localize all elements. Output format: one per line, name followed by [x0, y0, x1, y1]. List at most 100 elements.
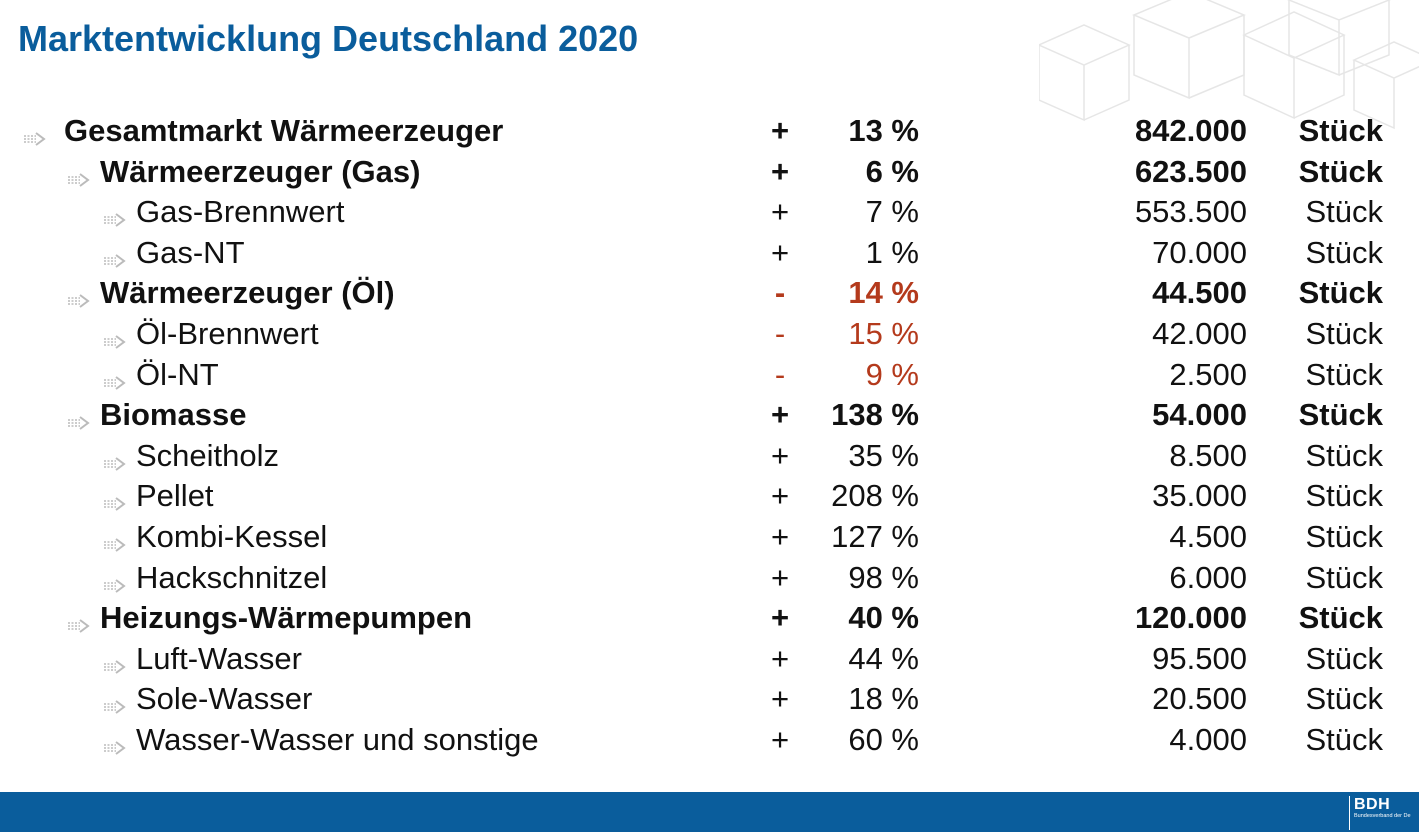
unit-count: 54.000	[1152, 397, 1247, 433]
row-label: Gas-Brennwert	[136, 194, 345, 230]
table-row: Biomasse +138 % 54.000 Stück	[0, 395, 1419, 436]
unit-label: Stück	[1305, 437, 1383, 473]
change-percent: 15 %	[848, 315, 919, 351]
bullet-arrow-icon	[102, 486, 128, 512]
row-label: Scheitholz	[136, 437, 280, 473]
row-label: Pellet	[136, 478, 214, 514]
unit-label: Stück	[1305, 356, 1383, 392]
row-label: Biomasse	[100, 397, 247, 433]
change-sign: +	[770, 681, 790, 717]
row-label: Wärmeerzeuger (Gas)	[100, 153, 421, 189]
unit-label: Stück	[1305, 315, 1383, 351]
change-sign: -	[774, 356, 786, 392]
table-row: Heizungs-Wärmepumpen +40 % 120.000 Stück	[0, 598, 1419, 639]
unit-label: Stück	[1305, 194, 1383, 230]
unit-label: Stück	[1298, 113, 1383, 148]
change-sign: -	[774, 315, 786, 351]
row-label: Kombi-Kessel	[136, 518, 328, 554]
change-sign: +	[770, 518, 790, 554]
table-row: Scheitholz +35 % 8.500 Stück	[0, 436, 1419, 477]
table-row: Kombi-Kessel +127 % 4.500 Stück	[0, 517, 1419, 558]
unit-count: 20.500	[1152, 681, 1247, 717]
change-sign: +	[770, 113, 790, 148]
unit-count: 35.000	[1152, 478, 1247, 514]
unit-count: 842.000	[1134, 113, 1247, 148]
unit-label: Stück	[1298, 153, 1383, 189]
bullet-arrow-icon	[66, 283, 92, 309]
unit-count: 95.500	[1152, 640, 1247, 676]
table-row: Wärmeerzeuger (Öl) - 14 % 44.500 Stück	[0, 273, 1419, 314]
unit-count: 6.000	[1169, 559, 1247, 595]
row-label: Öl-Brennwert	[136, 315, 319, 351]
change-percent: 9 %	[865, 356, 919, 392]
unit-count: 44.500	[1152, 275, 1247, 311]
unit-label: Stück	[1305, 721, 1383, 757]
change-sign: +	[770, 397, 790, 433]
bullet-arrow-icon	[102, 365, 128, 390]
change-percent: 138 %	[831, 397, 919, 433]
row-label: Sole-Wasser	[136, 681, 313, 717]
table-row: Öl-Brennwert - 15 % 42.000 Stück	[0, 314, 1419, 355]
change-percent: 127 %	[831, 518, 919, 554]
table-row: Öl-NT - 9 % 2.500 Stück	[0, 355, 1419, 396]
bullet-arrow-icon	[102, 446, 128, 471]
bullet-arrow-icon	[66, 405, 92, 430]
change-sign: +	[770, 640, 790, 676]
bdh-logo: BDH Bundesverband der Deutschen Heizungs…	[1349, 796, 1411, 830]
unit-label: Stück	[1298, 600, 1383, 636]
change-sign: +	[770, 600, 790, 636]
unit-label: Stück	[1298, 275, 1383, 311]
page-title: Marktentwicklung Deutschland 2020	[18, 18, 639, 59]
change-sign: +	[770, 559, 790, 595]
unit-count: 70.000	[1152, 234, 1247, 270]
unit-label: Stück	[1305, 559, 1383, 595]
change-sign: +	[770, 194, 790, 230]
bullet-arrow-icon	[102, 243, 128, 268]
bullet-arrow-icon	[102, 527, 128, 552]
unit-count: 553.500	[1134, 194, 1247, 230]
unit-count: 623.500	[1134, 153, 1247, 189]
bullet-arrow-icon	[22, 121, 48, 146]
table-row: Wasser-Wasser und sonstige +60 % 4.000 Stüc…	[0, 720, 1419, 761]
unit-label: Stück	[1298, 397, 1383, 433]
row-label: Wasser-Wasser und sonstige	[136, 721, 539, 757]
change-percent: 18 %	[848, 681, 919, 717]
change-percent: 40 %	[848, 600, 919, 636]
change-percent: 35 %	[848, 437, 919, 473]
change-percent: 98 %	[848, 559, 919, 595]
logo-subtitle: Bundesverband der Deutschen Heizungsindu…	[1354, 813, 1411, 819]
bullet-arrow-icon	[102, 568, 128, 593]
bullet-arrow-icon	[102, 689, 128, 715]
row-label: Wärmeerzeuger (Öl)	[100, 275, 395, 311]
unit-label: Stück	[1305, 518, 1383, 554]
change-percent: 208 %	[831, 478, 919, 514]
table-row: Hackschnitzel +98 % 6.000 Stück	[0, 558, 1419, 599]
market-table: Gesamtmarkt Wärmeerzeuger +13 % 842.000 Stü…	[0, 111, 1419, 761]
change-sign: +	[770, 234, 790, 270]
unit-count: 120.000	[1134, 600, 1247, 636]
change-sign: -	[774, 275, 786, 311]
unit-label: Stück	[1305, 478, 1383, 514]
unit-count: 8.500	[1169, 437, 1247, 473]
row-label: Heizungs-Wärmepumpen	[100, 600, 473, 636]
table-row: Gas-NT +1 % 70.000 Stück	[0, 233, 1419, 274]
change-percent: 14 %	[848, 275, 919, 311]
table-row: Gesamtmarkt Wärmeerzeuger +13 % 842.000 Stü…	[0, 111, 1419, 152]
table-row: Luft-Wasser +44 % 95.500 Stück	[0, 639, 1419, 680]
row-label: Gesamtmarkt Wärmeerzeuger	[64, 113, 504, 148]
unit-count: 2.500	[1169, 356, 1247, 392]
bullet-arrow-icon	[102, 649, 128, 674]
bullet-arrow-icon	[102, 324, 128, 349]
row-label: Öl-NT	[136, 356, 219, 392]
unit-label: Stück	[1305, 681, 1383, 717]
footer-bar: BDH Bundesverband der Deutschen Heizungs…	[0, 792, 1419, 832]
logo-mark: BDH	[1354, 796, 1391, 813]
table-row: Wärmeerzeuger (Gas) +6 % 623.500 Stück	[0, 152, 1419, 193]
change-percent: 1 %	[865, 234, 919, 270]
change-sign: +	[770, 437, 790, 473]
change-sign: +	[770, 478, 790, 514]
bullet-arrow-icon	[66, 608, 92, 633]
bullet-arrow-icon	[102, 202, 128, 227]
bullet-arrow-icon	[102, 730, 128, 755]
change-percent: 13 %	[848, 113, 919, 148]
